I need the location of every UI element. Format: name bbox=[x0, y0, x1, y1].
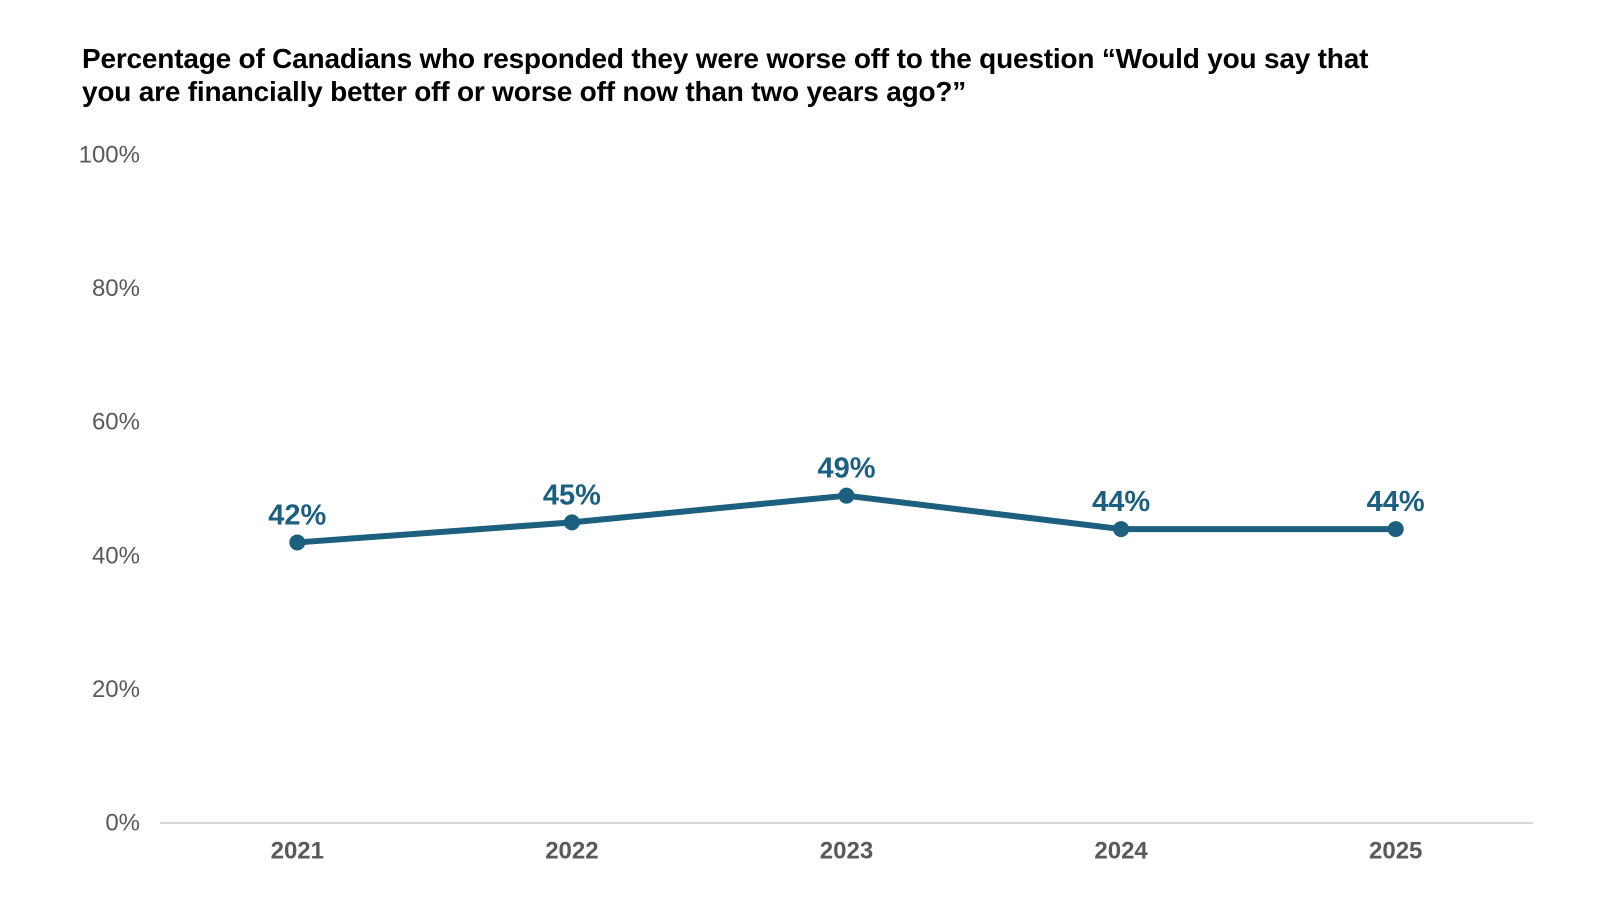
data-point-label: 49% bbox=[817, 453, 875, 485]
x-axis-tick-label: 2021 bbox=[271, 838, 324, 865]
y-axis-tick-label: 20% bbox=[92, 676, 140, 703]
y-axis-tick-label: 60% bbox=[92, 409, 140, 436]
x-axis-tick-label: 2022 bbox=[545, 838, 598, 865]
y-axis-tick-label: 0% bbox=[105, 810, 140, 837]
chart-title: Percentage of Canadians who responded th… bbox=[82, 43, 1369, 107]
y-axis-tick-label: 40% bbox=[92, 542, 140, 569]
data-point-marker bbox=[289, 534, 306, 551]
data-point-marker bbox=[1387, 521, 1404, 538]
data-point-marker bbox=[563, 514, 580, 531]
data-point-label: 45% bbox=[543, 479, 601, 511]
x-axis-tick-label: 2023 bbox=[820, 838, 873, 865]
data-point-label: 44% bbox=[1367, 486, 1425, 518]
data-point-marker bbox=[1113, 521, 1130, 538]
x-axis-tick-label: 2025 bbox=[1369, 838, 1422, 865]
data-point-label: 44% bbox=[1092, 486, 1150, 518]
data-point-marker bbox=[838, 487, 855, 504]
data-point-label: 42% bbox=[268, 499, 326, 531]
y-axis-tick-label: 100% bbox=[79, 142, 140, 169]
y-axis-tick-label: 80% bbox=[92, 275, 140, 302]
x-axis-tick-label: 2024 bbox=[1094, 838, 1148, 865]
